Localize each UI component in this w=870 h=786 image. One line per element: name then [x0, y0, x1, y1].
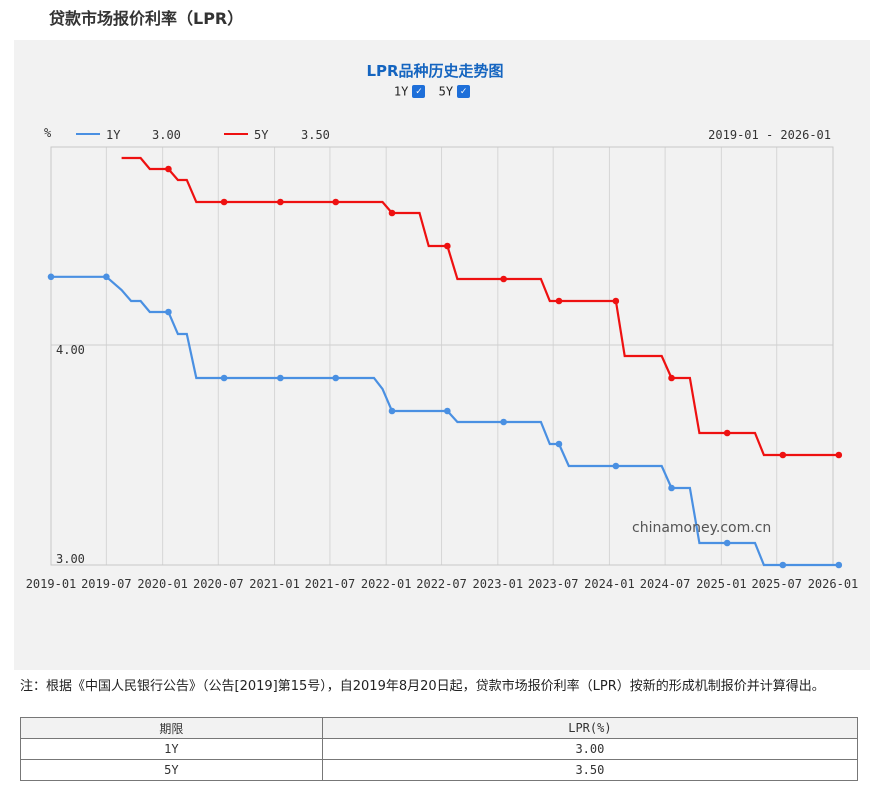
data-point-5y[interactable]: [779, 451, 787, 459]
x-tick-label: 2019-07: [81, 577, 132, 591]
legend-5y-name: 5Y: [254, 128, 269, 142]
series-line-5y: [121, 156, 839, 457]
data-point-5y[interactable]: [277, 198, 284, 206]
x-tick-label: 2026-01: [808, 577, 859, 591]
plot-frame: [50, 146, 834, 566]
data-point-1y[interactable]: [779, 561, 787, 569]
data-point-5y[interactable]: [723, 429, 731, 437]
data-point-5y[interactable]: [555, 297, 563, 305]
series-toggles: 1Y ✓ 5Y ✓: [0, 84, 870, 99]
x-tick-label: 2022-07: [416, 577, 467, 591]
date-range-label: 2019-01 - 2026-01: [708, 128, 831, 142]
x-tick-label: 2020-07: [193, 577, 244, 591]
x-tick-label: 2024-07: [640, 577, 691, 591]
x-tick-label: 2020-01: [137, 577, 188, 591]
methodology-note: 注：根据《中国人民银行公告》（公告[2019]第15号），自2019年8月20日…: [20, 679, 825, 694]
toggle-1y-checkbox[interactable]: ✓: [412, 85, 426, 98]
x-tick-label: 2023-07: [528, 577, 579, 591]
data-point-1y[interactable]: [47, 273, 55, 281]
data-point-5y[interactable]: [388, 209, 396, 217]
lpr-table: 期限 LPR(%) 1Y 3.00 5Y 3.50: [20, 717, 859, 781]
data-point-5y[interactable]: [220, 198, 228, 206]
toggle-5y-label: 5Y: [438, 84, 454, 99]
lpr-chart: % 1Y 3.00 5Y 3.50 2019-01 - 2026-01 4.00…: [26, 126, 859, 591]
chart-title: LPR品种历史走势图: [366, 62, 504, 80]
data-point-1y[interactable]: [388, 407, 396, 415]
toggle-1y-label: 1Y: [393, 84, 409, 99]
table-cell-rate: 3.00: [321, 738, 859, 760]
data-point-1y[interactable]: [444, 407, 451, 415]
data-point-5y[interactable]: [444, 242, 451, 250]
data-point-1y[interactable]: [332, 374, 340, 382]
x-tick-label: 2025-01: [696, 577, 747, 591]
data-point-1y[interactable]: [220, 374, 228, 382]
table-row: 5Y 3.50: [20, 759, 859, 781]
data-point-5y[interactable]: [165, 165, 172, 173]
table-cell-term: 5Y: [20, 759, 323, 781]
page-title: 贷款市场报价利率（LPR）: [49, 9, 244, 28]
x-tick-label: 2025-07: [751, 577, 802, 591]
y-unit-label: %: [44, 126, 52, 140]
x-tick-label: 2021-07: [305, 577, 356, 591]
table-header-rate: LPR(%): [321, 717, 859, 739]
data-point-1y[interactable]: [103, 273, 110, 281]
watermark: chinamoney.com.cn: [632, 520, 771, 536]
toggle-5y-checkbox[interactable]: ✓: [457, 85, 471, 98]
table-header-row: 期限 LPR(%): [20, 717, 859, 739]
data-point-1y[interactable]: [668, 484, 675, 492]
grid-lines: [50, 147, 834, 566]
data-point-5y[interactable]: [332, 198, 340, 206]
data-point-1y[interactable]: [723, 539, 731, 547]
data-point-1y[interactable]: [500, 418, 507, 426]
legend-1y-name: 1Y: [106, 128, 121, 142]
x-tick-label: 2022-01: [361, 577, 412, 591]
table-header-term: 期限: [20, 717, 323, 739]
legend-5y-value: 3.50: [301, 128, 330, 142]
x-tick-label: 2019-01: [26, 577, 77, 591]
data-point-5y[interactable]: [612, 297, 620, 305]
data-point-5y[interactable]: [668, 374, 675, 382]
data-point-1y[interactable]: [277, 374, 284, 382]
table-row: 1Y 3.00: [20, 738, 859, 760]
data-point-5y[interactable]: [500, 275, 507, 283]
x-tick-label: 2023-01: [473, 577, 524, 591]
x-tick-label: 2024-01: [584, 577, 635, 591]
legend-1y-value: 3.00: [152, 128, 181, 142]
table-cell-term: 1Y: [20, 738, 323, 760]
data-point-1y[interactable]: [835, 561, 843, 569]
x-tick-label: 2021-01: [249, 577, 300, 591]
y-tick-label-4: 4.00: [56, 343, 85, 357]
table-cell-rate: 3.50: [321, 759, 859, 781]
data-point-5y[interactable]: [835, 451, 843, 459]
data-point-1y[interactable]: [165, 308, 172, 316]
y-tick-label-3: 3.00: [56, 552, 85, 566]
data-point-1y[interactable]: [555, 440, 563, 448]
data-point-1y[interactable]: [612, 462, 620, 470]
